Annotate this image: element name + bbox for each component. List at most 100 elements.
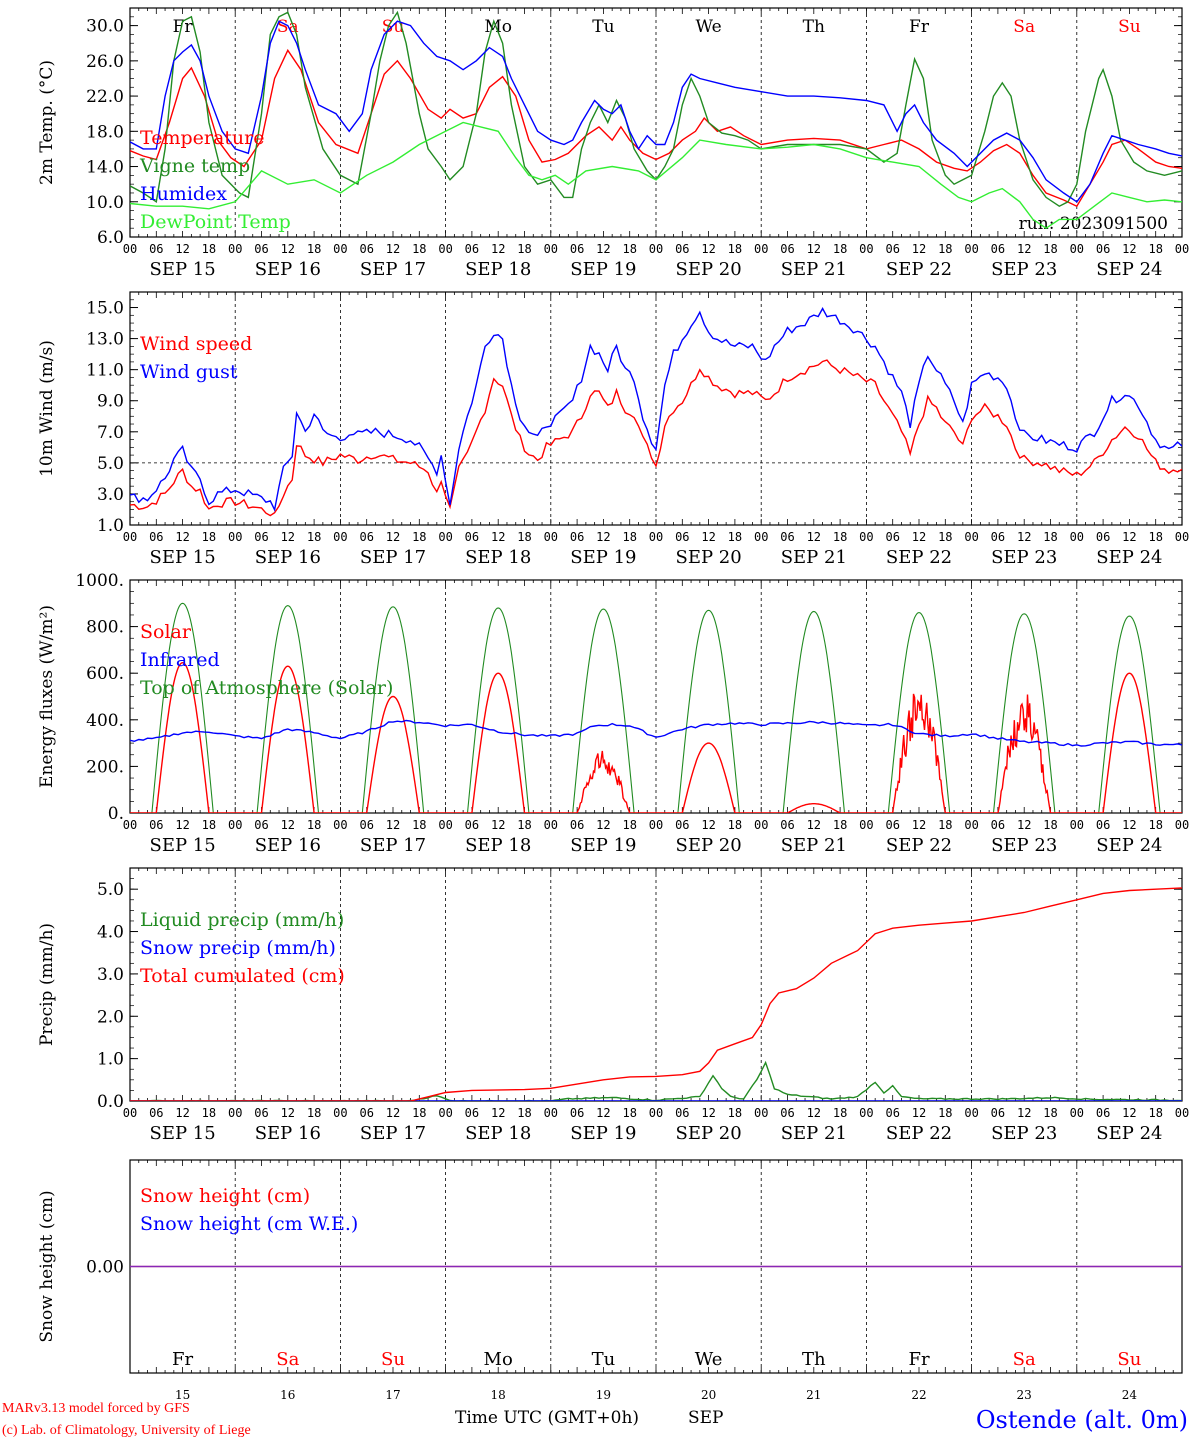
hour-label: 00 xyxy=(544,818,558,832)
hour-label: 00 xyxy=(649,818,663,832)
hour-label: 18 xyxy=(728,1106,742,1120)
date-label: SEP 16 xyxy=(255,1123,321,1144)
y-tick-label: 18.0 xyxy=(86,122,124,142)
legend-entry: Wind gust xyxy=(140,361,238,383)
hour-label: 12 xyxy=(1122,530,1136,544)
y-tick-label: 26.0 xyxy=(86,52,124,72)
hour-label: 18 xyxy=(938,1106,952,1120)
hour-label: 12 xyxy=(701,818,715,832)
hour-label: 00 xyxy=(754,530,768,544)
date-label: SEP 23 xyxy=(991,835,1057,856)
hour-label: 18 xyxy=(412,242,426,256)
date-label: SEP 15 xyxy=(149,835,215,856)
series-group xyxy=(130,307,1182,517)
hour-label: 06 xyxy=(465,530,479,544)
series-group xyxy=(130,10,1182,230)
hour-label: 00 xyxy=(1175,1106,1189,1120)
date-label: SEP 16 xyxy=(255,835,321,856)
hour-label: 12 xyxy=(912,530,926,544)
hour-label: 18 xyxy=(938,530,952,544)
hour-label: 06 xyxy=(149,242,163,256)
hour-label: 12 xyxy=(807,818,821,832)
hour-label: 00 xyxy=(754,1106,768,1120)
date-label: SEP 17 xyxy=(360,259,426,280)
hour-label: 12 xyxy=(386,530,400,544)
hour-label: 12 xyxy=(281,1106,295,1120)
y-tick-label: 10.0 xyxy=(86,193,124,213)
time-axis-label: Time UTC (GMT+0h) xyxy=(455,1408,639,1428)
hour-label: 00 xyxy=(1070,1106,1084,1120)
hour-label: 00 xyxy=(123,242,137,256)
weekday-label: Tu xyxy=(592,17,614,37)
hour-label: 00 xyxy=(1175,818,1189,832)
hour-label: 18 xyxy=(728,242,742,256)
hour-label: 00 xyxy=(964,242,978,256)
y-tick-label: 200. xyxy=(86,757,124,777)
date-label: SEP 16 xyxy=(255,547,321,568)
hour-label: 00 xyxy=(438,818,452,832)
y-tick-label: 600. xyxy=(86,664,124,684)
hour-label: 12 xyxy=(912,1106,926,1120)
date-label: SEP 20 xyxy=(675,547,741,568)
hour-label: 00 xyxy=(123,818,137,832)
hour-label: 12 xyxy=(281,242,295,256)
date-label: SEP 22 xyxy=(886,547,952,568)
series-wind-gust-line xyxy=(130,307,1182,513)
date-label: SEP 21 xyxy=(781,835,847,856)
hour-label: 06 xyxy=(885,242,899,256)
day-number-label: 16 xyxy=(280,1388,295,1402)
date-label: SEP 20 xyxy=(675,835,741,856)
hour-label: 12 xyxy=(701,242,715,256)
panel-snow: 0.00 Snow height (cm) Snow height (cm) Snow… xyxy=(37,1159,1183,1402)
date-label: SEP 19 xyxy=(570,259,636,280)
hour-label: 18 xyxy=(833,530,847,544)
date-label: SEP 17 xyxy=(360,547,426,568)
weekday-label: Sa xyxy=(1013,1349,1036,1370)
hour-label: 18 xyxy=(517,1106,531,1120)
hour-label: 12 xyxy=(1017,242,1031,256)
hour-label: 18 xyxy=(622,818,636,832)
hour-label: 18 xyxy=(307,242,321,256)
hour-label: 00 xyxy=(859,818,873,832)
hour-label: 18 xyxy=(1043,818,1057,832)
hour-label: 06 xyxy=(254,818,268,832)
hour-label: 12 xyxy=(1017,818,1031,832)
hour-label: 12 xyxy=(386,818,400,832)
hour-label: 12 xyxy=(912,818,926,832)
hour-label: 00 xyxy=(228,818,242,832)
hour-label: 18 xyxy=(517,530,531,544)
hour-label: 00 xyxy=(964,1106,978,1120)
date-label: SEP 22 xyxy=(886,259,952,280)
hour-label: 12 xyxy=(491,530,505,544)
weekday-label: Th xyxy=(802,1349,826,1370)
hour-label: 00 xyxy=(859,1106,873,1120)
weekday-label: We xyxy=(696,17,722,37)
hour-label: 06 xyxy=(780,530,794,544)
hour-label: 00 xyxy=(228,242,242,256)
legend-entry: Snow height (cm W.E.) xyxy=(140,1213,358,1235)
hour-label: 06 xyxy=(991,530,1005,544)
weekday-label: Sa xyxy=(1013,17,1035,37)
series-total-cumulated-cm--line xyxy=(130,887,1182,1101)
date-label: SEP 18 xyxy=(465,259,531,280)
hour-label: 12 xyxy=(175,818,189,832)
date-label: SEP 22 xyxy=(886,1123,952,1144)
hour-label: 12 xyxy=(175,242,189,256)
hour-label: 00 xyxy=(123,1106,137,1120)
hour-label: 00 xyxy=(754,242,768,256)
hour-label: 18 xyxy=(938,242,952,256)
hour-label: 06 xyxy=(570,242,584,256)
hour-label: 12 xyxy=(386,1106,400,1120)
series-group xyxy=(130,887,1182,1101)
hour-label: 18 xyxy=(833,242,847,256)
day-number-label: 22 xyxy=(911,1388,926,1402)
date-label: SEP 18 xyxy=(465,547,531,568)
date-label: SEP 21 xyxy=(781,547,847,568)
hour-label: 18 xyxy=(412,530,426,544)
hour-label: 00 xyxy=(228,530,242,544)
hour-label: 06 xyxy=(991,818,1005,832)
date-label: SEP 22 xyxy=(886,835,952,856)
run-annotation: run: 2023091500 xyxy=(1019,214,1168,234)
hour-label: 06 xyxy=(675,530,689,544)
